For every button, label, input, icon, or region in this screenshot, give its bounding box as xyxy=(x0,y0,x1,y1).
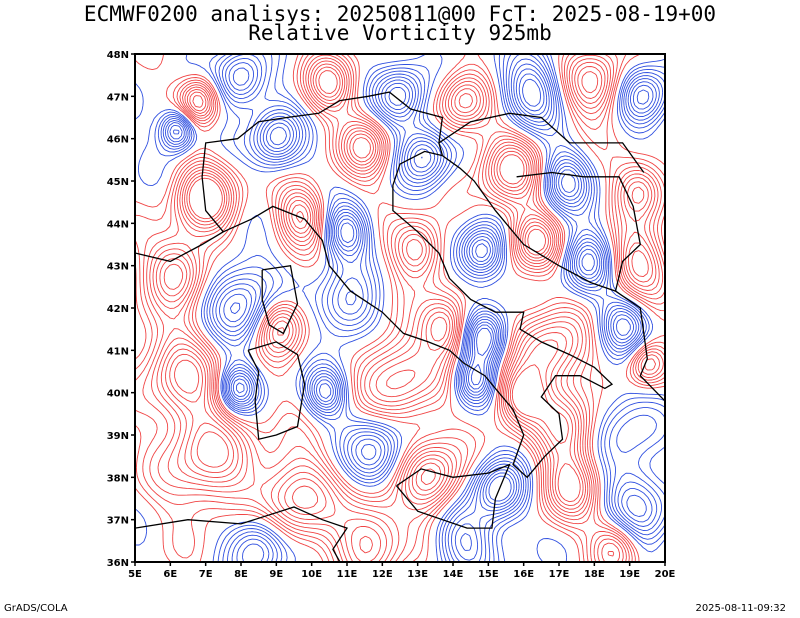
coastline xyxy=(442,155,665,402)
positive-vorticity-contour xyxy=(152,57,661,562)
lat-tick-label: 36N xyxy=(107,558,129,569)
lon-tick-label: 6E xyxy=(163,569,177,580)
negative-vorticity-contour xyxy=(164,57,660,562)
lon-tick-label: 10E xyxy=(301,569,322,580)
lon-tick-label: 20E xyxy=(655,569,676,580)
negative-vorticity-contour xyxy=(162,54,664,562)
latitude-axis: 36N 37N 38N 39N 40N 41N 42N 43N 44N 45N 46N 47N 48N xyxy=(107,50,135,569)
positive-vorticity-contour xyxy=(163,66,649,554)
lat-tick-label: 47N xyxy=(107,92,129,103)
coastline xyxy=(223,150,614,479)
positive-vorticity-contour xyxy=(142,54,665,562)
coastline xyxy=(201,91,444,233)
lon-tick-label: 13E xyxy=(407,569,428,580)
negative-vorticity-contour xyxy=(167,62,657,562)
lon-tick-label: 15E xyxy=(478,569,499,580)
plot-subtitle: Relative Vorticity 925mb xyxy=(248,21,552,45)
lon-tick-label: 11E xyxy=(337,569,358,580)
lon-tick-label: 12E xyxy=(372,569,393,580)
coastline xyxy=(438,112,645,173)
lon-tick-label: 8E xyxy=(234,569,248,580)
lat-tick-label: 40N xyxy=(107,389,129,400)
lat-tick-label: 46N xyxy=(107,135,129,146)
render-timestamp: 2025-08-11-09:32 xyxy=(695,603,786,614)
lat-tick-label: 42N xyxy=(107,304,129,315)
lon-tick-label: 14E xyxy=(443,569,464,580)
lat-tick-label: 37N xyxy=(107,516,129,527)
lat-tick-label: 43N xyxy=(107,262,129,273)
lat-tick-label: 39N xyxy=(107,431,129,442)
negative-vorticity-contour xyxy=(154,54,665,562)
positive-vorticity-contour xyxy=(155,60,657,562)
positive-vorticity-contour xyxy=(174,70,581,503)
longitude-axis: 5E 6E 7E 8E 9E 10E 11E 12E 13E 14E 15E 16E 17E 18E 19E… xyxy=(128,562,676,580)
plot-title: ECMWF0200 analisys: 20250811@00 FcT: 202… xyxy=(83,2,717,26)
lat-tick-label: 44N xyxy=(107,219,129,230)
coastline xyxy=(247,341,306,441)
lon-tick-label: 17E xyxy=(549,569,570,580)
contour-field xyxy=(135,54,665,562)
coastline xyxy=(516,171,642,292)
lat-tick-label: 48N xyxy=(107,50,129,61)
coastlines xyxy=(135,91,665,562)
positive-vorticity-contour xyxy=(159,63,653,562)
lat-tick-label: 45N xyxy=(107,177,129,188)
negative-vorticity-contour xyxy=(172,73,650,505)
lon-tick-label: 9E xyxy=(269,569,283,580)
positive-vorticity-contour xyxy=(135,54,665,562)
negative-vorticity-contour xyxy=(157,54,665,562)
coastline xyxy=(396,463,511,529)
negative-vorticity-contour xyxy=(236,78,595,502)
coastline xyxy=(135,231,224,263)
lon-tick-label: 7E xyxy=(199,569,213,580)
coastline xyxy=(261,264,299,335)
lon-tick-label: 16E xyxy=(513,569,534,580)
negative-vorticity-contour xyxy=(169,67,654,551)
lat-tick-label: 38N xyxy=(107,473,129,484)
software-credit: GrADS/COLA xyxy=(4,603,68,614)
lat-tick-label: 41N xyxy=(107,346,129,357)
lon-tick-label: 18E xyxy=(584,569,605,580)
lon-tick-label: 19E xyxy=(619,569,640,580)
lon-tick-label: 5E xyxy=(128,569,142,580)
coastline xyxy=(135,506,349,562)
